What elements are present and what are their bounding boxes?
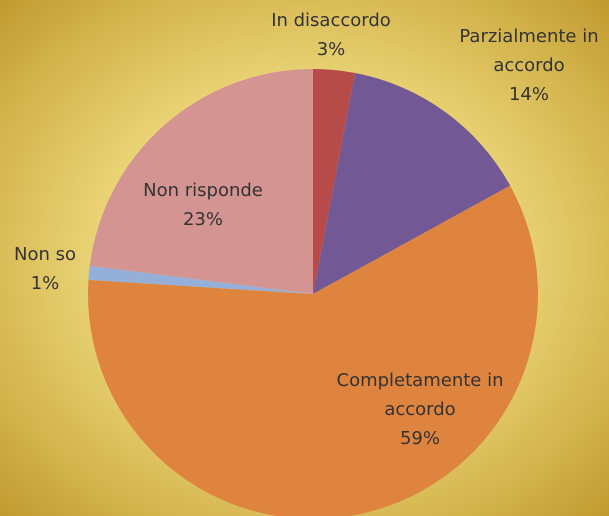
slice-value: 3%	[316, 39, 346, 60]
slice-name: In disaccordo	[271, 10, 391, 31]
slice-name: Completamente in accordo	[336, 370, 504, 420]
slice-value: 1%	[30, 273, 60, 294]
pie-slice	[88, 185, 538, 516]
slice-label: Non risponde 23%	[123, 176, 283, 234]
slice-label: In disaccordo 3%	[251, 6, 411, 64]
slice-label: Parzialmente in accordo 14%	[442, 22, 609, 109]
slice-name: Non risponde	[143, 180, 263, 201]
pie-slice	[313, 69, 356, 294]
slice-value: 23%	[182, 209, 223, 230]
slice-name: Parzialmente in accordo	[459, 26, 599, 76]
slice-value: 59%	[399, 428, 440, 449]
pie-slice	[88, 265, 313, 294]
slice-name: Non so	[14, 244, 76, 265]
slice-label: Completamente in accordo 59%	[315, 366, 525, 453]
slice-label: Non so 1%	[0, 240, 90, 298]
pie-slice	[89, 69, 313, 294]
slice-value: 14%	[508, 84, 549, 105]
pie-slice	[313, 72, 511, 294]
